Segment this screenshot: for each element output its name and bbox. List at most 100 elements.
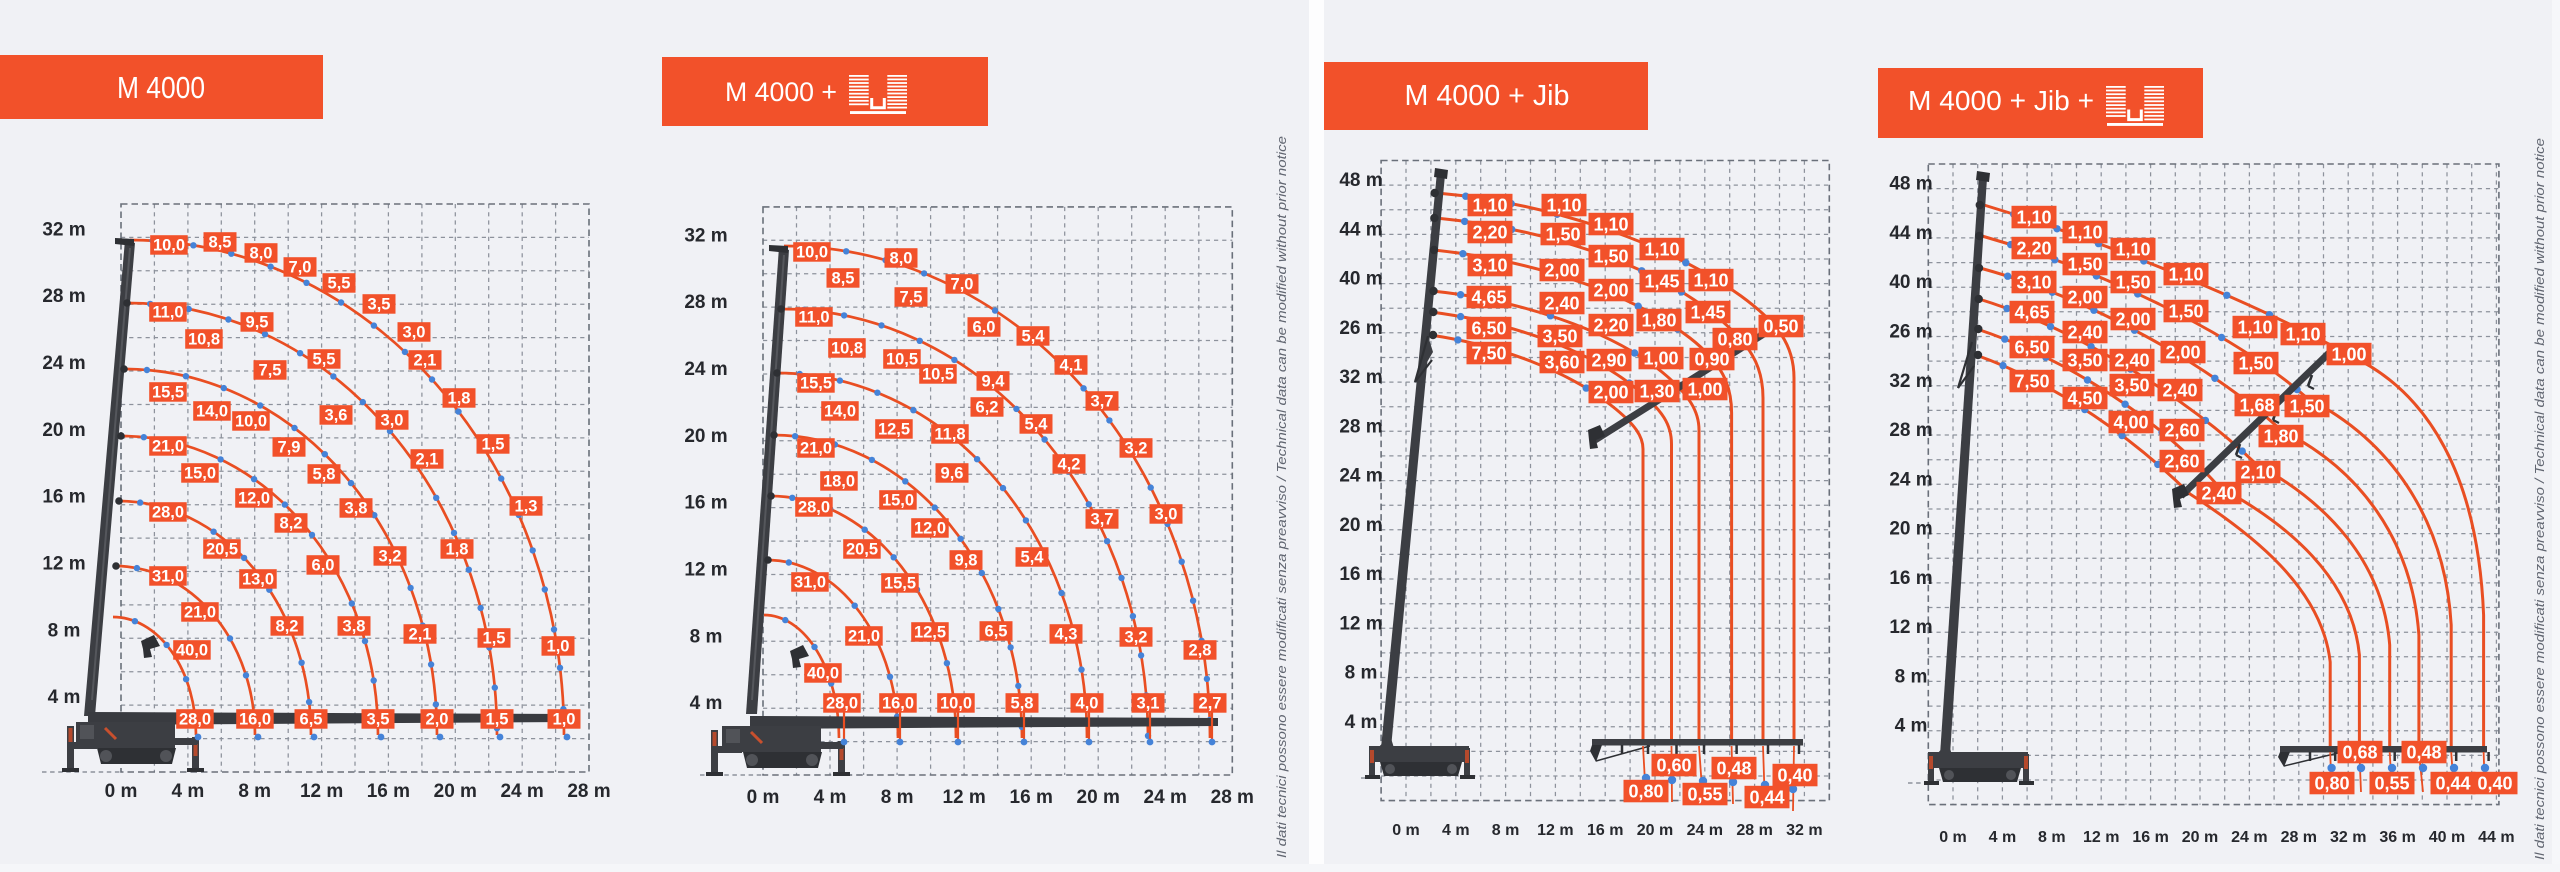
svg-text:1,10: 1,10	[2285, 325, 2320, 345]
svg-text:16 m: 16 m	[42, 487, 85, 508]
svg-text:6,0: 6,0	[312, 557, 335, 575]
svg-text:11,8: 11,8	[934, 426, 965, 444]
svg-text:3,6: 3,6	[325, 407, 348, 425]
svg-text:8,2: 8,2	[280, 515, 303, 533]
svg-text:2,20: 2,20	[1593, 316, 1628, 336]
svg-text:8 m: 8 m	[48, 620, 81, 641]
svg-text:9,8: 9,8	[955, 552, 978, 570]
svg-text:0 m: 0 m	[747, 787, 780, 808]
svg-text:3,5: 3,5	[367, 711, 390, 729]
svg-text:1,10: 1,10	[1693, 271, 1728, 291]
svg-text:20 m: 20 m	[2182, 829, 2218, 846]
svg-text:3,2: 3,2	[379, 548, 402, 566]
svg-text:16 m: 16 m	[1587, 822, 1623, 839]
svg-text:32 m: 32 m	[1889, 371, 1932, 392]
svg-text:28,0: 28,0	[179, 711, 211, 729]
svg-text:40 m: 40 m	[1339, 269, 1382, 290]
svg-text:7,5: 7,5	[259, 362, 282, 380]
svg-text:5,8: 5,8	[1011, 695, 1034, 713]
svg-text:3,50: 3,50	[2067, 351, 2102, 371]
svg-text:15,0: 15,0	[882, 492, 914, 510]
svg-text:2,8: 2,8	[1189, 642, 1212, 660]
svg-text:12 m: 12 m	[684, 560, 727, 581]
svg-text:6,5: 6,5	[985, 623, 1008, 641]
svg-text:1,5: 1,5	[482, 436, 505, 454]
svg-text:32 m: 32 m	[2330, 829, 2366, 846]
svg-text:21,0: 21,0	[848, 628, 880, 646]
svg-text:12 m: 12 m	[1537, 822, 1573, 839]
svg-text:2,20: 2,20	[2016, 239, 2051, 259]
svg-text:1,50: 1,50	[2067, 255, 2102, 275]
svg-text:9,5: 9,5	[246, 314, 269, 332]
svg-text:0 m: 0 m	[1392, 822, 1420, 839]
svg-text:12,5: 12,5	[878, 421, 910, 439]
svg-text:2,60: 2,60	[2164, 421, 2199, 441]
svg-text:40 m: 40 m	[2429, 829, 2465, 846]
svg-text:2,1: 2,1	[409, 626, 432, 644]
svg-text:2,90: 2,90	[1591, 351, 1626, 371]
svg-text:3,7: 3,7	[1091, 511, 1114, 529]
svg-text:44 m: 44 m	[1889, 223, 1932, 244]
svg-text:8,2: 8,2	[276, 618, 299, 636]
svg-text:2,40: 2,40	[2067, 323, 2102, 343]
svg-text:2,1: 2,1	[414, 352, 437, 370]
svg-text:8 m: 8 m	[1895, 666, 1928, 687]
svg-text:20 m: 20 m	[1339, 515, 1382, 536]
svg-text:31,0: 31,0	[152, 568, 184, 586]
svg-text:4,65: 4,65	[1471, 288, 1506, 308]
svg-text:0,40: 0,40	[1777, 766, 1812, 786]
svg-text:9,4: 9,4	[982, 373, 1006, 391]
svg-text:40 m: 40 m	[1889, 272, 1932, 293]
svg-text:0,48: 0,48	[1716, 759, 1751, 779]
svg-text:1,8: 1,8	[448, 390, 471, 408]
svg-text:24 m: 24 m	[2231, 829, 2267, 846]
svg-text:0,48: 0,48	[2406, 743, 2441, 763]
svg-text:M 4000 +: M 4000 +	[725, 77, 837, 107]
svg-text:12,0: 12,0	[238, 490, 270, 508]
svg-text:10,5: 10,5	[922, 366, 954, 384]
svg-text:4 m: 4 m	[1989, 829, 2017, 846]
svg-text:1,50: 1,50	[2238, 354, 2273, 374]
svg-text:12 m: 12 m	[2083, 829, 2119, 846]
svg-text:2,60: 2,60	[2164, 452, 2199, 472]
svg-text:24 m: 24 m	[684, 359, 727, 380]
svg-text:1,00: 1,00	[1687, 380, 1722, 400]
svg-text:1,10: 1,10	[1472, 196, 1507, 216]
svg-text:5,5: 5,5	[328, 275, 351, 293]
svg-text:4 m: 4 m	[1345, 712, 1378, 733]
svg-text:1,68: 1,68	[2239, 396, 2274, 416]
svg-text:4,2: 4,2	[1058, 456, 1081, 474]
svg-text:24 m: 24 m	[42, 353, 85, 374]
svg-text:1,5: 1,5	[483, 630, 506, 648]
svg-text:20 m: 20 m	[1889, 519, 1932, 540]
svg-text:1,80: 1,80	[1641, 311, 1676, 331]
svg-text:44 m: 44 m	[2478, 829, 2514, 846]
svg-text:11,0: 11,0	[798, 309, 829, 327]
svg-text:4 m: 4 m	[1895, 716, 1928, 737]
svg-text:28 m: 28 m	[684, 292, 727, 313]
svg-text:16,0: 16,0	[882, 695, 914, 713]
svg-text:2,00: 2,00	[1593, 383, 1628, 403]
svg-text:1,50: 1,50	[1593, 247, 1628, 267]
svg-text:8 m: 8 m	[1345, 663, 1378, 684]
svg-text:12 m: 12 m	[942, 787, 985, 808]
svg-text:3,8: 3,8	[343, 618, 366, 636]
svg-text:8 m: 8 m	[1492, 822, 1520, 839]
svg-text:Il dati tecnici possono essere: Il dati tecnici possono essere modificat…	[1274, 136, 1289, 858]
svg-text:21,0: 21,0	[152, 438, 184, 456]
svg-text:4,1: 4,1	[1060, 357, 1083, 375]
svg-text:28,0: 28,0	[826, 695, 858, 713]
svg-text:10,8: 10,8	[188, 331, 220, 349]
svg-text:5,8: 5,8	[313, 466, 336, 484]
svg-text:3,0: 3,0	[1155, 506, 1178, 524]
svg-text:M 4000 + Jib +: M 4000 + Jib +	[1908, 85, 2094, 116]
svg-text:4,00: 4,00	[2113, 413, 2148, 433]
svg-text:3,60: 3,60	[1544, 353, 1579, 373]
svg-text:24 m: 24 m	[1144, 787, 1187, 808]
svg-text:1,5: 1,5	[486, 711, 509, 729]
svg-text:28 m: 28 m	[1211, 787, 1254, 808]
svg-text:10,0: 10,0	[940, 695, 972, 713]
svg-text:24 m: 24 m	[1687, 822, 1723, 839]
svg-text:20 m: 20 m	[434, 781, 477, 802]
svg-text:6,0: 6,0	[973, 319, 996, 337]
